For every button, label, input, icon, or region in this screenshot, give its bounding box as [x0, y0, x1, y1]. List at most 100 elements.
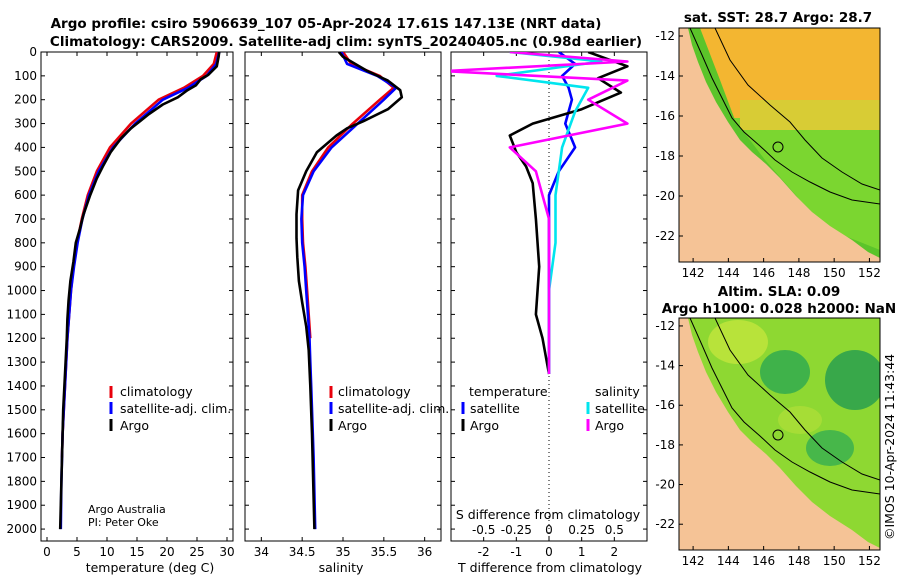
sla-map-frame: [678, 317, 881, 551]
lon-tick-label: 142: [682, 266, 705, 280]
lon-tick-label: 144: [717, 266, 740, 280]
x-tick-label: 15: [129, 545, 144, 559]
sst-map-lon-axis: 142 144 146 148 150 152: [682, 258, 881, 280]
salinity-x-axis: 34 34.5 35 35.5 36: [254, 52, 432, 559]
legend-label-argo-s-diff: Argo: [595, 418, 624, 433]
x-tick-label: 0: [545, 545, 553, 559]
y-tick-label: 1200: [6, 331, 37, 345]
salinity-depth-ticks: [245, 51, 441, 530]
lon-tick-label: 146: [752, 554, 775, 568]
series-line-sat_s: [495, 52, 603, 374]
y-tick-label: 2000: [6, 522, 37, 536]
lat-tick-label: -18: [655, 438, 675, 452]
sst-shelf-contour: [714, 28, 880, 191]
sla-island-marker: [772, 429, 784, 441]
x-tick-label: -1: [510, 545, 522, 559]
lon-tick-label: 146: [752, 266, 775, 280]
lat-tick-label: -12: [655, 319, 675, 333]
difference-profiles: [451, 52, 629, 375]
y-tick-label: 500: [14, 164, 37, 178]
y-tick-label: 1500: [6, 403, 37, 417]
temperature-x-axis: 0 5 10 15 20 25 30: [43, 52, 235, 559]
salinity-axes-frame: [244, 51, 442, 542]
lat-tick-label: -18: [655, 149, 675, 163]
sla-map-title-line2: Argo h1000: 0.028 h2000: NaN: [662, 301, 896, 317]
s-tick-label: -0.5: [472, 523, 495, 537]
legend-label-argo-s: Argo: [338, 418, 367, 433]
series-line-argo_s: [451, 52, 629, 374]
imos-timestamp: ©IMOS 10-Apr-2024 11:43:44: [882, 354, 897, 540]
depth-axis: 0 100 200 300 400 500 600 700 800 900 1000 1100 1200…: [6, 45, 233, 536]
legend-label-argo: Argo: [120, 418, 149, 433]
sst-map-title: sat. SST: 28.7 Argo: 28.7: [684, 10, 872, 26]
sla-anomaly-high-1: [760, 350, 810, 394]
x-tick-label: 36: [417, 545, 432, 559]
x-tick-label: 34.5: [289, 545, 316, 559]
difference-legend: temperature salinity satellite Argo sate…: [461, 384, 645, 433]
sla-land: [679, 318, 880, 550]
y-tick-label: 1900: [6, 498, 37, 512]
y-tick-label: 600: [14, 188, 37, 202]
sst-map-frame: [678, 27, 881, 263]
figure-title-line2: Climatology: CARS2009. Satellite-adj cli…: [50, 34, 642, 50]
legend-label-climatology-s: climatology: [338, 384, 411, 399]
lon-tick-label: 148: [787, 266, 810, 280]
y-tick-label: 700: [14, 212, 37, 226]
temperature-legend: climatology satellite-adj. clim. Argo: [109, 384, 231, 433]
legend-label-satellite-s: satellite-adj. clim.: [338, 401, 449, 416]
y-tick-label: 1300: [6, 355, 37, 369]
y-tick-label: 800: [14, 236, 37, 250]
credit-line2: PI: Peter Oke: [88, 516, 159, 529]
sst-warm-band-edge: [740, 100, 880, 130]
lat-tick-label: -22: [655, 517, 675, 531]
s-tick-label: 0.25: [568, 523, 595, 537]
difference-panel: -2 -1 0 1 2 -0.5 -0.25 0 0.25 0.5 S difference f…: [450, 51, 648, 575]
legend-label-sat-t: satellite: [470, 401, 520, 416]
x-tick-label: 10: [99, 545, 114, 559]
sst-land: [679, 28, 880, 262]
lon-tick-label: 142: [682, 554, 705, 568]
salinity-legend: climatology satellite-adj. clim. Argo: [329, 384, 449, 433]
sst-island-marker: [772, 141, 784, 153]
x-tick-label: 34: [254, 545, 269, 559]
lon-tick-label: 152: [858, 266, 881, 280]
lon-tick-label: 150: [823, 266, 846, 280]
s-tick-label: 0.5: [605, 523, 624, 537]
lon-tick-label: 152: [858, 554, 881, 568]
legend-title-salinity: salinity: [595, 384, 640, 399]
temperature-profiles: [58, 52, 221, 530]
difference-depth-ticks: [451, 51, 647, 530]
salinity-panel: 34 34.5 35 35.5 36 salinity climatology sate…: [244, 51, 449, 575]
t-difference-xlabel: T difference from climatology: [457, 560, 643, 575]
temperature-xlabel: temperature (deg C): [86, 560, 215, 575]
lon-tick-label: 148: [787, 554, 810, 568]
y-tick-label: 1600: [6, 427, 37, 441]
sla-anomaly-high-3: [806, 430, 854, 466]
legend-title-temperature: temperature: [469, 384, 548, 399]
sla-map-panel: Altim. SLA: 0.09 Argo h1000: 0.028 h2000…: [655, 284, 897, 568]
lat-tick-label: -14: [655, 359, 675, 373]
x-tick-label: 30: [219, 545, 234, 559]
lon-tick-label: 144: [717, 554, 740, 568]
x-tick-label: 25: [189, 545, 204, 559]
sla-anomaly-high-2: [825, 350, 880, 410]
sst-reef-contour: [689, 28, 880, 205]
legend-label-sat-s: satellite: [595, 401, 645, 416]
lat-tick-label: -20: [655, 189, 675, 203]
sla-shelf-contour: [714, 318, 880, 481]
sla-map: [679, 318, 880, 550]
sla-map-title-line1: Altim. SLA: 0.09: [718, 284, 840, 300]
salinity-profiles: [295, 52, 404, 530]
y-tick-label: 0: [29, 45, 37, 59]
x-tick-label: 1: [578, 545, 586, 559]
y-tick-label: 1400: [6, 379, 37, 393]
x-tick-label: 20: [159, 545, 174, 559]
sla-reef-contour: [689, 318, 880, 495]
x-tick-label: 0: [43, 545, 51, 559]
lat-tick-label: -16: [655, 398, 675, 412]
y-tick-label: 1000: [6, 284, 37, 298]
lat-tick-label: -16: [655, 109, 675, 123]
y-tick-label: 300: [14, 117, 37, 131]
lat-tick-label: -20: [655, 478, 675, 492]
s-difference-axis-labels: -0.5 -0.25 0 0.25 0.5: [472, 523, 624, 537]
